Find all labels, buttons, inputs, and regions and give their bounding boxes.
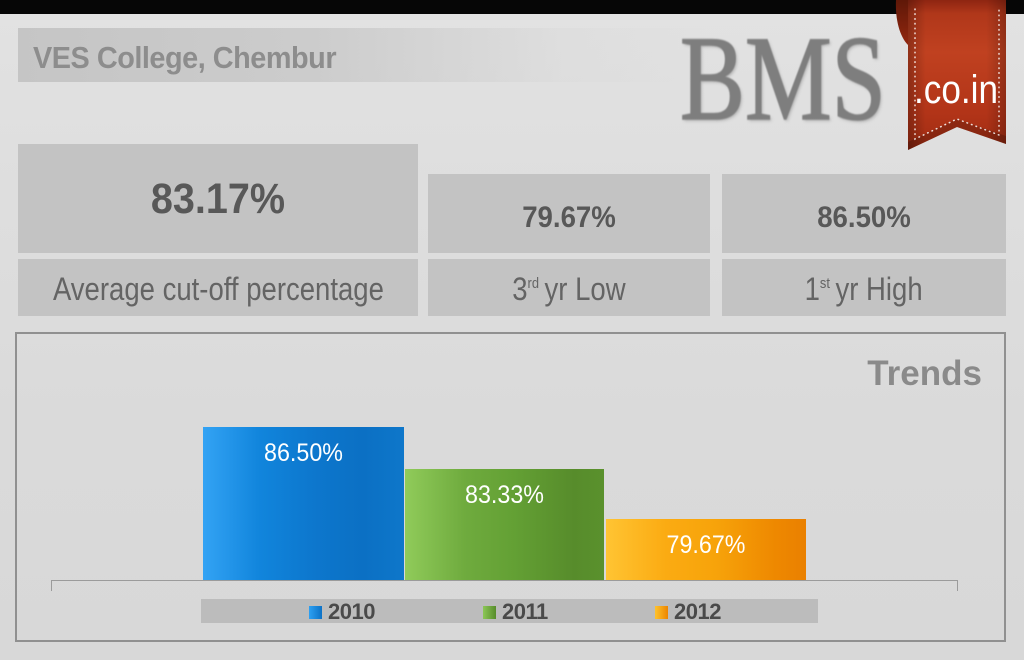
svg-text:.co.in: .co.in: [914, 68, 998, 112]
